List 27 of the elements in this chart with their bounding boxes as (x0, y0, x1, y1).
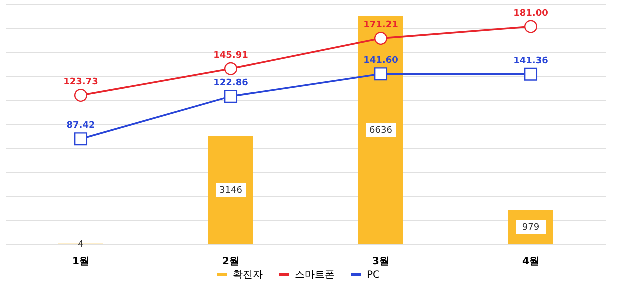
point (224, 90, 238, 104)
x-tick-label: 2월 (222, 256, 240, 268)
data-label: 145.91 (214, 50, 248, 61)
point (224, 62, 238, 76)
x-tick-label: 4월 (522, 256, 540, 268)
bar (208, 136, 254, 244)
point (374, 32, 388, 46)
bar (358, 16, 404, 244)
data-label: 3146 (220, 186, 243, 196)
data-label: 141.60 (364, 56, 398, 66)
legend-label: PC (367, 270, 380, 281)
legend-label: 스마트폰 (295, 270, 335, 281)
data-label: 181.00 (514, 8, 548, 19)
data-label: 123.73 (64, 78, 98, 88)
data-label: 171.21 (364, 20, 398, 31)
point (374, 68, 388, 81)
x-tick-label: 3월 (372, 256, 390, 268)
x-tick-label: 1월 (72, 256, 90, 268)
data-label: 4 (78, 240, 84, 250)
data-label: 87.42 (66, 121, 96, 132)
data-label: 6636 (370, 126, 393, 136)
data-label: 141.36 (514, 56, 548, 66)
point (524, 68, 538, 81)
point (524, 20, 538, 34)
legend-label: 확진자 (233, 270, 263, 281)
data-label: 979 (522, 223, 540, 234)
data-label: 122.86 (214, 78, 248, 89)
